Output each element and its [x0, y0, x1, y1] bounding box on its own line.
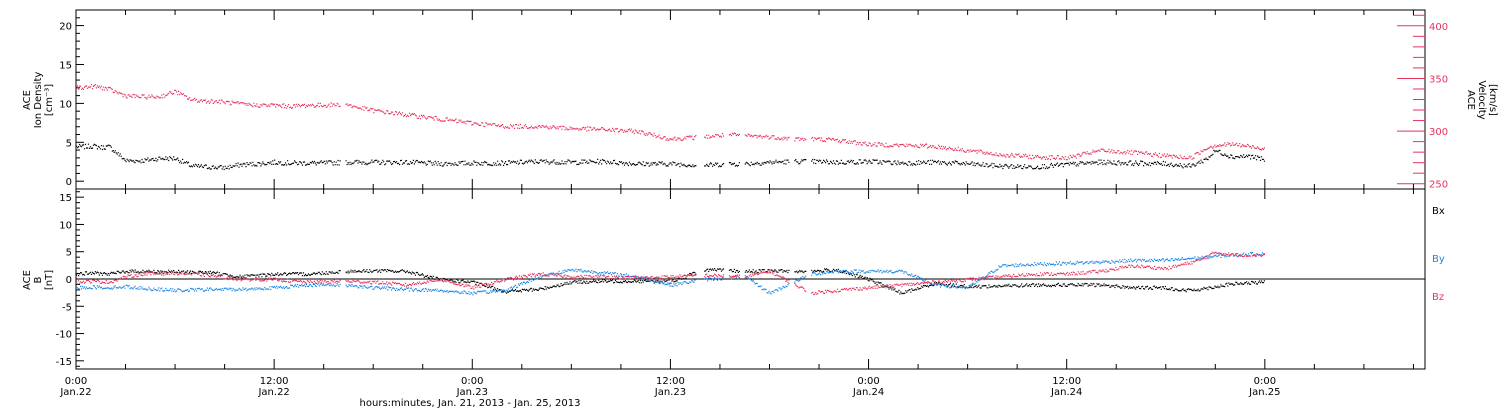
x-tick-date-label: Jan.24	[852, 387, 884, 398]
x-tick-date-label: Jan.23	[654, 387, 686, 398]
x-tick-date-label: Jan.22	[257, 387, 289, 398]
by-series	[76, 251, 1265, 296]
density-tick-label: 20	[59, 22, 72, 33]
x-tick-time-label: 12:00	[1052, 376, 1081, 387]
velocity-series	[76, 84, 1265, 161]
legend-by: By	[1432, 254, 1445, 265]
magnetic-tick-label: 15	[59, 193, 72, 204]
magnetic-ylabel-line3: [nT]	[44, 270, 55, 290]
x-tick-time-label: 0:00	[857, 376, 879, 387]
density-ylabel-line2: Ion Density	[33, 72, 44, 129]
x-tick-time-label: 0:00	[65, 376, 87, 387]
x-tick-date-label: Jan.25	[1248, 387, 1280, 398]
magnetic-ylabel-line2: B	[33, 276, 44, 283]
x-axis-title: hours:minutes, Jan. 21, 2013 - Jan. 25, …	[360, 398, 581, 409]
density-ylabel-line1: ACE	[22, 90, 33, 110]
magnetic-tick-label: 5	[66, 248, 72, 259]
x-tick-time-label: 12:00	[260, 376, 289, 387]
plot-frames	[75, 9, 1426, 370]
x-tick-time-label: 0:00	[461, 376, 483, 387]
magnetic-tick-label: 10	[59, 220, 72, 231]
density-y-axis: 0 5 10 15 20	[59, 17, 84, 188]
magnetic-ylabel-line1: ACE	[22, 270, 33, 290]
legend-bz: Bz	[1432, 292, 1444, 303]
velocity-ylabel-line3: [km/s]	[1487, 84, 1498, 116]
magnetic-tick-label: -10	[56, 330, 72, 341]
x-tick-date-label: Jan.22	[59, 387, 91, 398]
velocity-y-axis: 250 300 350 400	[1397, 14, 1448, 191]
data-points	[76, 84, 1265, 296]
x-tick-time-label: 0:00	[1254, 376, 1276, 387]
bz-series	[76, 251, 1265, 296]
legend-bx: Bx	[1432, 206, 1445, 217]
magnetic-tick-label: 0	[66, 275, 72, 286]
density-tick-label: 5	[66, 138, 72, 149]
density-tick-label: 10	[59, 99, 72, 110]
velocity-tick-label: 300	[1429, 127, 1448, 138]
density-series	[76, 143, 1265, 171]
velocity-tick-label: 250	[1429, 180, 1448, 191]
velocity-ylabel-line1: ACE	[1465, 90, 1476, 110]
density-tick-label: 15	[59, 60, 72, 71]
velocity-ylabel-line2: Velocity	[1476, 80, 1487, 119]
density-ylabel-line3: [cm⁻³]	[44, 84, 55, 116]
time-x-axis: 0:00Jan.2212:00Jan.220:00Jan.2312:00Jan.…	[59, 10, 1414, 398]
magnetic-tick-label: -5	[62, 302, 72, 313]
x-tick-time-label: 12:00	[656, 376, 685, 387]
x-tick-date-label: Jan.23	[456, 387, 488, 398]
magnetic-tick-label: -15	[56, 357, 72, 368]
magnetic-y-axis: -15 -10 -5 0 5 10 15	[56, 191, 1425, 368]
density-tick-label: 0	[66, 177, 72, 188]
x-tick-date-label: Jan.24	[1050, 387, 1082, 398]
velocity-tick-label: 400	[1429, 22, 1448, 33]
velocity-tick-label: 350	[1429, 74, 1448, 85]
